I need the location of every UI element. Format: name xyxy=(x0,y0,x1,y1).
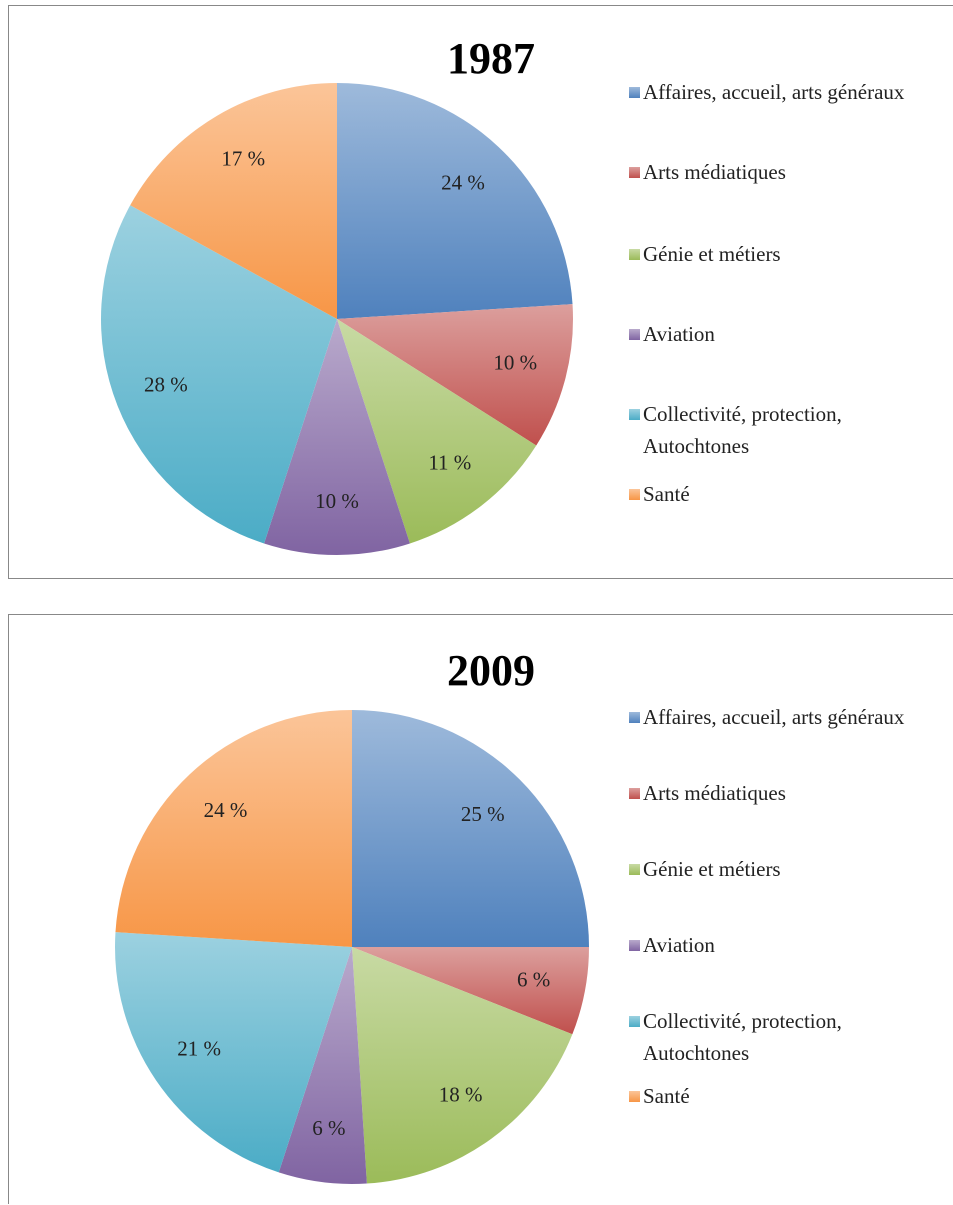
legend-item: Arts médiatiques xyxy=(629,156,943,188)
legend-item: Aviation xyxy=(629,318,943,350)
legend-label: Aviation xyxy=(643,322,715,346)
data-label: 18 % xyxy=(439,1082,483,1106)
legend-label: Santé xyxy=(643,1084,690,1108)
legend-swatch xyxy=(629,409,640,420)
pie-slice xyxy=(130,83,337,319)
legend-item: Santé xyxy=(629,478,943,510)
legend-item: Collectivité, protection, Autochtones xyxy=(629,398,943,462)
pie-slice xyxy=(114,932,353,1173)
chart-title: 1987 xyxy=(447,34,535,83)
pie-slice xyxy=(337,83,573,319)
legend-label: Santé xyxy=(643,482,690,506)
pie-slice xyxy=(278,947,367,1184)
legend-label: Arts médiatiques xyxy=(643,781,786,805)
pie-chart: 2009 25 % 6 % 18 % 6 % 21 % 24 % xyxy=(114,646,589,1184)
legend-item: Affaires, accueil, arts généraux xyxy=(629,701,943,733)
legend-swatch xyxy=(629,788,640,799)
legend-swatch xyxy=(629,489,640,500)
legend-label: Collectivité, protection, Autochtones xyxy=(643,1009,842,1065)
legend-label: Collectivité, protection, Autochtones xyxy=(643,402,842,458)
legend-swatch xyxy=(629,940,640,951)
data-label: 10 % xyxy=(315,489,359,513)
data-label: 25 % xyxy=(461,802,505,826)
legend-label: Arts médiatiques xyxy=(643,160,786,184)
data-label: 10 % xyxy=(493,351,537,375)
legend-item: Arts médiatiques xyxy=(629,777,943,809)
legend-swatch xyxy=(629,864,640,875)
data-label: 11 % xyxy=(428,450,471,474)
legend-label: Aviation xyxy=(643,933,715,957)
legend-swatch xyxy=(629,329,640,340)
data-label: 24 % xyxy=(204,798,248,822)
pie-slice xyxy=(264,319,410,555)
pie-slice xyxy=(352,947,589,1035)
legend-item: Génie et métiers xyxy=(629,853,943,885)
legend-label: Affaires, accueil, arts généraux xyxy=(643,705,905,729)
legend-swatch xyxy=(629,167,640,178)
data-label: 6 % xyxy=(517,967,550,991)
legend-label: Génie et métiers xyxy=(643,242,781,266)
legend-swatch xyxy=(629,712,640,723)
chart-frame: 2009 25 % 6 % 18 % 6 % 21 % 24 % Affaires, accu… xyxy=(8,614,953,1204)
legend-swatch xyxy=(629,87,640,98)
legend-item: Santé xyxy=(629,1080,943,1112)
chart-title: 2009 xyxy=(447,646,535,695)
pie-slice xyxy=(337,304,573,446)
pie-slice xyxy=(115,710,352,947)
pie-slice xyxy=(352,710,589,947)
legend-swatch xyxy=(629,1091,640,1102)
legend-item: Affaires, accueil, arts généraux xyxy=(629,76,943,108)
pie-slice xyxy=(337,319,537,544)
legend-item: Collectivité, protection, Autochtones xyxy=(629,1005,943,1069)
chart-frame: 1987 24 % 10 % 11 % 10 % 28 % 17 % Affaires, ac… xyxy=(8,5,953,579)
legend-label: Génie et métiers xyxy=(643,857,781,881)
legend-swatch xyxy=(629,1016,640,1027)
legend-item: Génie et métiers xyxy=(629,238,943,270)
data-label: 21 % xyxy=(177,1037,221,1061)
data-label: 28 % xyxy=(144,373,188,397)
data-label: 24 % xyxy=(441,171,485,195)
pie-chart: 1987 24 % 10 % 11 % 10 % 28 % 17 % xyxy=(100,34,573,555)
legend-item: Aviation xyxy=(629,929,943,961)
legend-swatch xyxy=(629,249,640,260)
data-label: 6 % xyxy=(312,1116,345,1140)
data-label: 17 % xyxy=(221,146,265,170)
pie-slice xyxy=(352,947,573,1184)
pie-slice xyxy=(100,205,337,544)
legend-label: Affaires, accueil, arts généraux xyxy=(643,80,905,104)
